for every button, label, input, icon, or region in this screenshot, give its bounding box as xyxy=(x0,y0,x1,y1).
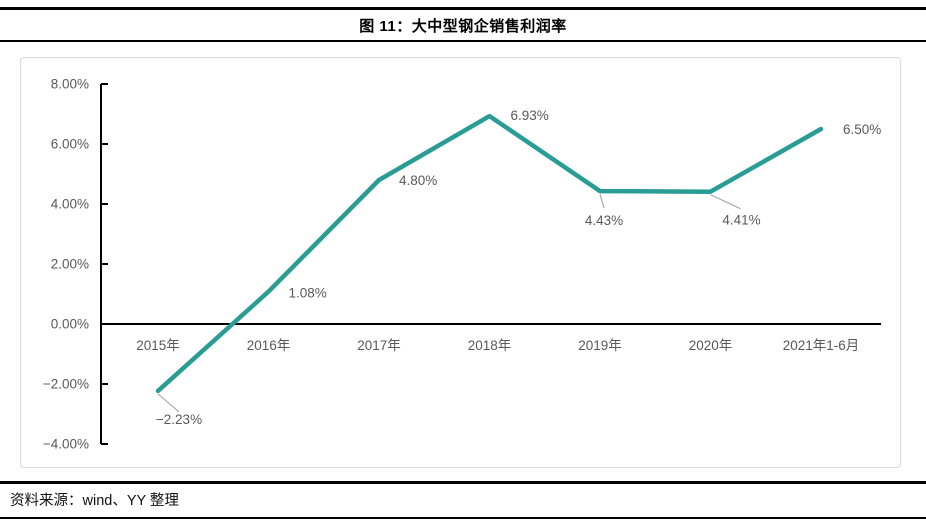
bottom-rule xyxy=(0,517,926,519)
y-tick-label: 0.00% xyxy=(51,317,89,332)
y-tick-label: 6.00% xyxy=(51,137,89,152)
x-axis-label: 2020年 xyxy=(689,338,733,353)
profit-margin-line-chart: 8.00% 6.00% 4.00% 2.00% 0.00% −2.00% −4.00% 201… xyxy=(43,77,881,452)
title-underline-rule xyxy=(0,40,926,42)
x-axis-label: 2021年1-6月 xyxy=(783,338,860,353)
x-axis-label: 2016年 xyxy=(247,338,291,353)
footer-top-rule xyxy=(0,481,926,484)
leader-line xyxy=(710,194,741,210)
top-rule xyxy=(0,7,926,10)
y-tick-label: 4.00% xyxy=(51,197,89,212)
leader-line xyxy=(157,393,180,413)
x-axis-label: 2018年 xyxy=(468,338,512,353)
point-label: −2.23% xyxy=(156,412,202,427)
leader-line xyxy=(599,193,605,209)
point-label: 4.43% xyxy=(585,213,623,228)
point-label: 4.41% xyxy=(722,213,760,228)
y-tick-label: −2.00% xyxy=(43,377,89,392)
series-line xyxy=(155,113,824,394)
line-chart-container: 8.00% 6.00% 4.00% 2.00% 0.00% −2.00% −4.00% 201… xyxy=(20,57,901,468)
figure-title: 图 11：大中型钢企销售利润率 xyxy=(359,18,567,35)
point-label: 6.93% xyxy=(511,108,549,123)
y-tick-label: 8.00% xyxy=(51,77,89,92)
x-axis-label: 2017年 xyxy=(357,338,401,353)
y-tick-label: 2.00% xyxy=(51,257,89,272)
point-label: 4.80% xyxy=(399,173,437,188)
y-tick-label: −4.00% xyxy=(43,437,89,452)
point-label: 1.08% xyxy=(289,286,327,301)
source-note: 资料来源：wind、YY 整理 xyxy=(10,493,179,509)
point-label: 6.50% xyxy=(843,122,881,137)
x-axis-label: 2015年 xyxy=(136,338,180,353)
x-axis-label: 2019年 xyxy=(578,338,622,353)
